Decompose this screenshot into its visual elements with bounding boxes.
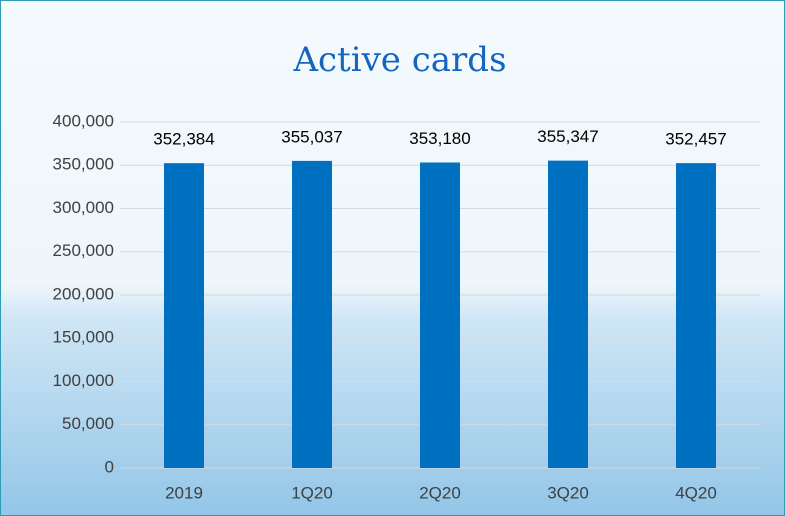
y-tick-label: 50,000 bbox=[62, 414, 114, 433]
data-label: 352,384 bbox=[153, 130, 214, 149]
y-tick-label: 150,000 bbox=[53, 328, 114, 347]
y-tick-label: 350,000 bbox=[53, 155, 114, 174]
y-tick-label: 200,000 bbox=[53, 284, 114, 303]
y-tick-label: 300,000 bbox=[53, 198, 114, 217]
y-tick-label: 250,000 bbox=[53, 241, 114, 260]
data-label: 353,180 bbox=[409, 129, 470, 148]
data-label: 355,347 bbox=[537, 127, 598, 146]
data-label: 355,037 bbox=[281, 127, 342, 146]
bar bbox=[164, 163, 204, 468]
bar bbox=[548, 160, 588, 468]
y-tick-label: 0 bbox=[105, 457, 114, 476]
x-tick-label: 2Q20 bbox=[419, 483, 461, 502]
bar bbox=[420, 162, 460, 468]
x-tick-label: 3Q20 bbox=[547, 483, 589, 502]
data-label: 352,457 bbox=[665, 130, 726, 149]
x-tick-label: 1Q20 bbox=[291, 483, 333, 502]
x-tick-label: 4Q20 bbox=[675, 483, 717, 502]
y-tick-label: 100,000 bbox=[53, 371, 114, 390]
chart-title: Active cards bbox=[292, 40, 506, 80]
bar bbox=[676, 163, 716, 468]
y-tick-label: 400,000 bbox=[53, 111, 114, 130]
bar bbox=[292, 160, 332, 468]
x-tick-label: 2019 bbox=[165, 483, 203, 502]
